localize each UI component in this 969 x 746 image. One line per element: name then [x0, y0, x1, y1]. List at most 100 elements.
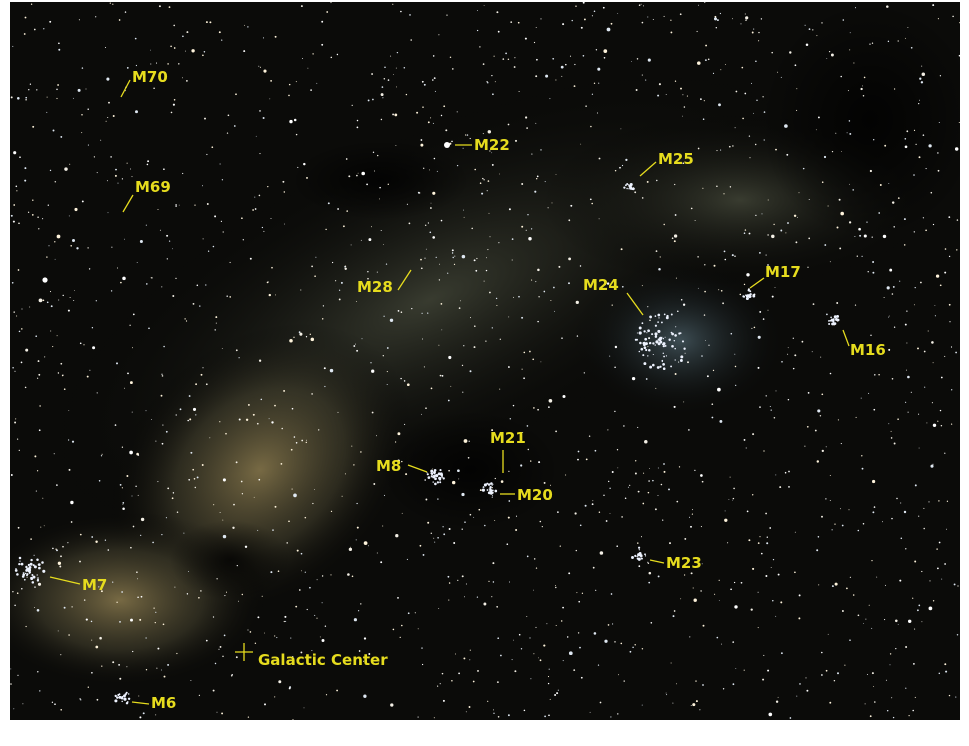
star [695, 680, 696, 681]
star [216, 323, 217, 324]
star [878, 374, 879, 375]
star [628, 188, 629, 189]
star [492, 495, 493, 496]
star [546, 623, 547, 624]
star [34, 586, 35, 587]
star [825, 498, 826, 499]
star [652, 342, 654, 344]
star [269, 294, 271, 296]
star [16, 190, 17, 191]
star [288, 95, 290, 97]
star [584, 372, 585, 373]
star [675, 214, 677, 216]
star [393, 629, 395, 631]
star [674, 340, 675, 341]
star [477, 30, 478, 31]
star [834, 680, 835, 681]
star [704, 291, 706, 293]
star [510, 418, 511, 419]
star [931, 192, 933, 194]
star [306, 440, 307, 441]
star [548, 683, 549, 684]
star [36, 491, 37, 492]
star [346, 158, 348, 160]
star [939, 122, 940, 123]
star [314, 489, 315, 490]
star [380, 561, 382, 563]
star [653, 354, 654, 355]
star [643, 362, 646, 365]
star [270, 80, 272, 82]
star [862, 468, 864, 470]
star [742, 295, 744, 297]
star [753, 29, 754, 30]
star [625, 159, 627, 161]
star [24, 180, 26, 182]
star [401, 311, 403, 313]
star [764, 139, 765, 140]
star [458, 478, 459, 479]
star [25, 99, 27, 101]
star [619, 167, 621, 169]
star [155, 714, 156, 715]
star [697, 31, 698, 32]
star [351, 244, 352, 245]
star [702, 188, 703, 189]
star [48, 205, 49, 206]
star [442, 673, 444, 675]
star [289, 84, 290, 85]
object-label: M22 [474, 136, 510, 154]
star [199, 695, 200, 696]
star [557, 511, 559, 513]
star [269, 418, 270, 419]
object-label: M25 [658, 150, 694, 168]
star [129, 451, 133, 455]
star [213, 504, 214, 505]
star [906, 343, 907, 344]
star [54, 241, 55, 242]
star [589, 435, 590, 436]
star [293, 337, 294, 338]
star [561, 620, 562, 621]
star [599, 511, 600, 512]
star [499, 389, 500, 390]
star [448, 600, 449, 601]
star [171, 112, 173, 114]
star [717, 637, 719, 639]
star [434, 483, 437, 486]
star [122, 277, 126, 281]
star [592, 94, 593, 95]
star [672, 703, 673, 704]
star [180, 408, 182, 410]
star [534, 42, 535, 43]
star [763, 655, 764, 656]
star [159, 5, 161, 7]
star [647, 329, 650, 332]
star [166, 517, 167, 518]
star [161, 286, 162, 287]
star [849, 184, 850, 185]
star [904, 511, 906, 513]
star [728, 499, 729, 500]
star [21, 588, 23, 590]
star [195, 383, 197, 385]
star [497, 681, 499, 683]
star [295, 606, 297, 608]
star [407, 204, 408, 205]
star [59, 566, 61, 568]
star [274, 635, 275, 636]
star [620, 643, 622, 645]
star [513, 640, 514, 641]
star [812, 29, 813, 30]
star [48, 245, 49, 246]
star [387, 371, 388, 372]
star [761, 18, 762, 19]
star [217, 712, 218, 713]
star [765, 575, 767, 577]
object-label: M6 [151, 694, 176, 712]
star [639, 549, 640, 550]
star [730, 186, 731, 187]
star [12, 46, 13, 47]
star [657, 314, 660, 317]
star [674, 348, 676, 350]
